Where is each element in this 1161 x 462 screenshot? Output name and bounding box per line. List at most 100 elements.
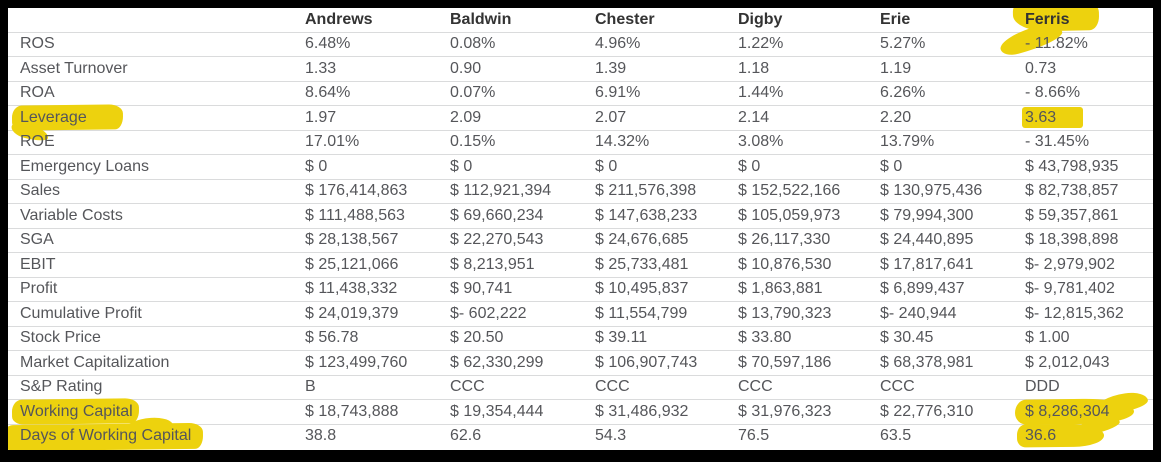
row-label-text-highlighted: Working Capital: [20, 402, 133, 420]
cell-value: 2.09: [450, 108, 482, 126]
table-body: ROS 6.48% 0.08% 4.96% 1.22% 5.27% - 11.82% Asse…: [8, 32, 1153, 448]
table-row-variable-costs: Variable Costs $ 111,488,563 $ 69,660,234 $…: [8, 203, 1153, 229]
table-cell: $ 0: [305, 154, 450, 180]
table-cell: $ 70,597,186: [738, 350, 880, 376]
table-cell: $ 24,019,379: [305, 301, 450, 327]
table-cell: CCC: [738, 375, 880, 400]
table-cell: $ 69,660,234: [450, 203, 595, 229]
table-cell: $ 25,733,481: [595, 252, 738, 278]
cell-value: 1.22%: [738, 35, 784, 53]
cell-value: $ 82,738,857: [1025, 182, 1119, 200]
row-label: Asset Turnover: [8, 56, 305, 82]
cell-value: B: [305, 378, 316, 396]
cell-value: 0.90: [450, 59, 482, 77]
cell-value: $ 1.00: [1025, 329, 1070, 347]
table-cell: 17.01%: [305, 130, 450, 155]
row-label-text: Cumulative Profit: [20, 304, 142, 322]
column-header-text: Digby: [738, 10, 783, 28]
table-cell: 38.8: [305, 424, 450, 448]
table-cell: 63.5: [880, 424, 1025, 448]
cell-value: $ 19,354,444: [450, 402, 544, 420]
cell-value: $ 33.80: [738, 329, 792, 347]
column-header-baldwin: Baldwin: [450, 8, 595, 33]
table-cell: $ 68,378,981: [880, 350, 1025, 376]
table-cell: $- 240,944: [880, 301, 1025, 327]
table-cell: $ 19,354,444: [450, 399, 595, 425]
table-cell: $- 9,781,402: [1025, 277, 1153, 302]
cell-value: $- 12,815,362: [1025, 304, 1124, 322]
cell-value: 2.20: [880, 108, 912, 126]
cell-value: 6.91%: [595, 84, 641, 102]
column-header-digby: Digby: [738, 8, 880, 33]
table-row-sga: SGA $ 28,138,567 $ 22,270,543 $ 24,676,685 $…: [8, 228, 1153, 253]
cell-value: $ 59,357,861: [1025, 206, 1119, 224]
table-row-emergency-loans: Emergency Loans $ 0 $ 0 $ 0 $ 0 $ 0 $ 43,798,9…: [8, 154, 1153, 180]
cell-value: $ 18,398,898: [1025, 231, 1119, 249]
table-cell: 1.39: [595, 56, 738, 82]
cell-value: $ 30.45: [880, 329, 934, 347]
row-label-text: Stock Price: [20, 329, 101, 347]
cell-value: 0.15%: [450, 133, 496, 151]
row-label: SGA: [8, 228, 305, 253]
cell-value: $ 0: [305, 157, 328, 175]
cell-value-highlighted: 3.63: [1021, 106, 1084, 128]
row-label: Days of Working Capital: [8, 424, 305, 448]
table-row-ebit: EBIT $ 25,121,066 $ 8,213,951 $ 25,733,481 $…: [8, 252, 1153, 278]
table-cell: B: [305, 375, 450, 400]
row-label-text: EBIT: [20, 255, 56, 273]
cell-value: $- 240,944: [880, 304, 957, 322]
table-cell: 2.14: [738, 105, 880, 131]
table-cell: $ 106,907,743: [595, 350, 738, 376]
cell-value: $ 152,522,166: [738, 182, 841, 200]
row-label-text: Sales: [20, 182, 61, 200]
table-cell: 1.44%: [738, 81, 880, 106]
row-label-text: ROA: [20, 84, 55, 102]
table-row-stock-price: Stock Price $ 56.78 $ 20.50 $ 39.11 $ 33.80 $…: [8, 326, 1153, 351]
table-cell: $ 26,117,330: [738, 228, 880, 253]
table-cell: 5.27%: [880, 32, 1025, 57]
cell-value: $ 68,378,981: [880, 353, 974, 371]
cell-value: $ 39.11: [595, 329, 648, 347]
row-label: ROA: [8, 81, 305, 106]
row-label-text: S&P Rating: [20, 378, 103, 396]
cell-value: $ 79,994,300: [880, 206, 974, 224]
cell-value: $ 6,899,437: [880, 280, 965, 298]
table-cell: $ 62,330,299: [450, 350, 595, 376]
row-label: Leverage: [8, 105, 305, 131]
table-row-roa: ROA 8.64% 0.07% 6.91% 1.44% 6.26% - 8.66%: [8, 81, 1153, 106]
table-cell: $ 0: [595, 154, 738, 180]
corner-cell: [8, 8, 305, 33]
cell-value: 0.73: [1025, 59, 1057, 77]
cell-value: $- 2,979,902: [1025, 255, 1115, 273]
table-cell: 2.20: [880, 105, 1025, 131]
cell-value: $ 123,499,760: [305, 353, 408, 371]
cell-value: $ 25,121,066: [305, 255, 399, 273]
cell-value: $ 22,270,543: [450, 231, 544, 249]
table-cell: 13.79%: [880, 130, 1025, 155]
table-cell: $- 602,222: [450, 301, 595, 327]
cell-value: $ 176,414,863: [305, 182, 408, 200]
column-header-text-highlighted: Ferris: [1025, 10, 1070, 28]
cell-value: 5.27%: [880, 35, 926, 53]
cell-value: 54.3: [595, 427, 627, 445]
cell-value: $- 9,781,402: [1025, 280, 1115, 298]
table-cell: 62.6: [450, 424, 595, 448]
cell-value: 14.32%: [595, 133, 650, 151]
cell-value: $ 17,817,641: [880, 255, 974, 273]
cell-value: $ 0: [738, 157, 761, 175]
report-sheet: Andrews Baldwin Chester Digby Erie Ferris ROS…: [8, 8, 1153, 450]
table-cell: $ 39.11: [595, 326, 738, 351]
cell-value: $ 18,743,888: [305, 402, 399, 420]
row-label-text: Emergency Loans: [20, 157, 149, 175]
table-row-roe: ROE 17.01% 0.15% 14.32% 3.08% 13.79% - 31.45%: [8, 130, 1153, 155]
table-cell: $ 105,059,973: [738, 203, 880, 229]
cell-value: $ 10,495,837: [595, 280, 689, 298]
table-cell: 6.26%: [880, 81, 1025, 106]
row-label-text: ROS: [20, 35, 55, 53]
table-row-cumulative-profit: Cumulative Profit $ 24,019,379 $- 602,222 $…: [8, 301, 1153, 327]
table-cell: $ 13,790,323: [738, 301, 880, 327]
row-label: Cumulative Profit: [8, 301, 305, 327]
table-cell: $ 147,638,233: [595, 203, 738, 229]
row-label-text: Profit: [20, 280, 58, 298]
cell-value: $ 25,733,481: [595, 255, 689, 273]
